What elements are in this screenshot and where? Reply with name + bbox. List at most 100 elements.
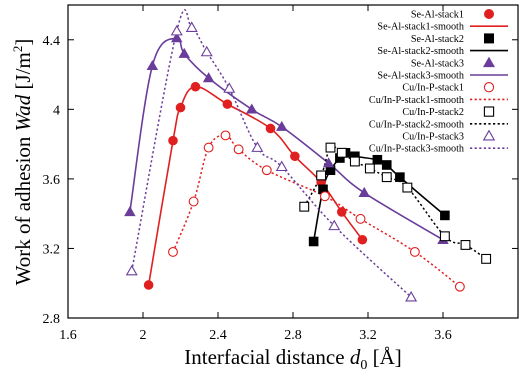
data-point-se-al-stack3	[146, 59, 159, 71]
data-point-se-al-stack1	[222, 99, 233, 109]
x-tick-label: 2.8	[284, 328, 302, 343]
data-point-cu-in-p-stack2	[336, 147, 347, 158]
y-tick-label: 3.2	[43, 242, 61, 257]
series-markers-cu-in-p-stack2	[299, 142, 492, 264]
data-point-se-al-stack1	[290, 151, 300, 162]
data-point-cu-in-p-stack2	[325, 142, 336, 153]
data-point-cu-in-p-stack2	[481, 253, 492, 264]
data-point-cu-in-p-stack1	[203, 142, 214, 153]
data-point-se-al-stack2	[381, 160, 392, 170]
legend-label-cu-in-p-stack3: Cu/In-P-stack3	[402, 132, 464, 143]
data-point-cu-in-p-stack3	[275, 160, 288, 172]
data-point-cu-in-p-stack2	[349, 156, 360, 167]
data-point-se-al-stack1	[357, 234, 368, 245]
data-point-cu-in-p-stack2	[364, 163, 375, 174]
data-point-cu-in-p-stack3	[170, 24, 183, 36]
x-axis-label-text: Interfacial distance	[184, 345, 350, 369]
y-axis-label-superscript: 2	[10, 46, 25, 53]
data-point-se-al-stack1	[143, 280, 154, 290]
legend-marker-se-al-stack1	[483, 8, 494, 19]
data-point-se-al-stack3	[202, 72, 215, 83]
legend-label-cu-in-p-stack2-smooth: Cu/In-P-stack2-smooth	[369, 119, 464, 130]
legend-marker-cu-in-p-stack2	[483, 106, 495, 117]
data-point-cu-in-p-stack1	[454, 281, 465, 292]
y-axis-label-unit: [J/m	[11, 52, 35, 95]
data-point-cu-in-p-stack3	[223, 82, 236, 93]
legend-label-cu-in-p-stack3-smooth: Cu/In-P-stack3-smooth	[369, 144, 464, 155]
data-point-se-al-stack3	[358, 186, 370, 197]
data-point-se-al-stack3	[322, 157, 335, 168]
y-tick-label: 3.6	[43, 173, 61, 188]
legend-label-se-al-stack1-smooth: Se-Al-stack1-smooth	[377, 22, 464, 33]
x-tick-label: 2	[140, 328, 147, 343]
legend-label-cu-in-p-stack1: Cu/In-P-stack1	[402, 83, 464, 94]
x-axis-label: Interfacial distance d0 [Å]	[184, 345, 401, 373]
x-axis-label-unit: [Å]	[367, 345, 401, 369]
data-point-cu-in-p-stack2	[381, 172, 392, 183]
x-axis-label-subscript: 0	[360, 358, 367, 373]
legend-label-se-al-stack3-smooth: Se-Al-stack3-smooth	[377, 71, 464, 82]
data-point-se-al-stack3	[246, 103, 258, 114]
data-point-se-al-stack3	[124, 206, 136, 217]
x-tick-label: 2.4	[209, 328, 227, 343]
data-point-cu-in-p-stack2	[439, 231, 450, 242]
data-point-cu-in-p-stack1	[233, 144, 244, 155]
data-point-se-al-stack2	[308, 236, 319, 247]
data-point-cu-in-p-stack2	[316, 170, 327, 181]
x-axis-label-variable: d	[350, 345, 361, 369]
legend-label-se-al-stack2: Se-Al-stack2	[411, 34, 464, 45]
data-point-se-al-stack1	[265, 123, 276, 134]
data-point-se-al-stack1	[190, 81, 201, 92]
data-point-cu-in-p-stack1	[355, 213, 366, 224]
data-point-cu-in-p-stack1	[220, 130, 231, 141]
data-point-cu-in-p-stack1	[188, 196, 199, 207]
data-point-cu-in-p-stack1	[168, 246, 178, 257]
data-point-se-al-stack2	[395, 172, 405, 182]
y-axis-label-text: Work of adhesion	[11, 131, 35, 285]
data-point-cu-in-p-stack1	[319, 191, 330, 202]
x-tick-label: 3.6	[434, 328, 452, 343]
legend: Se-Al-stack1Se-Al-stack1-smoothSe-Al-sta…	[369, 8, 508, 155]
series-layer	[124, 9, 492, 302]
legend-marker-cu-in-p-stack1	[483, 82, 495, 93]
data-point-cu-in-p-stack2	[402, 182, 413, 193]
axis-ticks: 1.6 2 2.4 2.8 3.2 3.6 2.8 3.2 3.6 4 4.4	[43, 5, 518, 343]
data-point-cu-in-p-stack1	[261, 165, 272, 176]
legend-marker-cu-in-p-stack3	[482, 129, 496, 141]
y-axis-label-variable: Wad	[11, 94, 35, 131]
legend-label-se-al-stack1: Se-Al-stack1	[411, 10, 464, 21]
y-axis-label: Work of adhesion Wad [J/m2]	[10, 39, 35, 286]
data-point-cu-in-p-stack3	[328, 219, 341, 231]
data-point-cu-in-p-stack2	[299, 201, 310, 212]
y-tick-label: 4.4	[43, 34, 61, 49]
y-tick-label: 2.8	[43, 312, 61, 327]
legend-label-se-al-stack3: Se-Al-stack3	[411, 58, 464, 69]
data-point-cu-in-p-stack3	[185, 21, 198, 32]
series-line-cu-in-p-stack1-smooth	[172, 134, 461, 288]
data-point-se-al-stack3	[276, 120, 288, 131]
y-axis-label-unit-end: ]	[11, 39, 35, 46]
series-markers-cu-in-p-stack3	[125, 21, 418, 302]
data-point-cu-in-p-stack3	[405, 290, 418, 302]
data-point-cu-in-p-stack3	[200, 45, 213, 57]
y-tick-label: 4	[53, 103, 60, 118]
data-point-cu-in-p-stack2	[460, 240, 471, 250]
x-tick-label: 1.6	[59, 328, 77, 343]
legend-label-cu-in-p-stack1-smooth: Cu/In-P-stack1-smooth	[369, 95, 464, 106]
x-tick-label: 3.2	[359, 328, 377, 343]
legend-label-cu-in-p-stack2: Cu/In-P-stack2	[402, 107, 464, 118]
data-point-se-al-stack3	[178, 47, 190, 58]
data-point-se-al-stack3	[171, 32, 183, 43]
series-line-cu-in-p-stack3-smooth	[131, 9, 412, 298]
legend-marker-se-al-stack2	[483, 33, 494, 44]
data-point-cu-in-p-stack3	[251, 141, 264, 152]
data-point-se-al-stack1	[336, 207, 347, 217]
series-markers-se-al-stack3	[124, 32, 449, 244]
data-point-cu-in-p-stack3	[125, 264, 138, 276]
legend-marker-se-al-stack3	[483, 56, 495, 68]
series-markers-cu-in-p-stack1	[168, 130, 465, 292]
data-point-se-al-stack1	[168, 135, 178, 146]
legend-label-se-al-stack2-smooth: Se-Al-stack2-smooth	[377, 46, 464, 57]
data-point-se-al-stack2	[372, 154, 383, 165]
